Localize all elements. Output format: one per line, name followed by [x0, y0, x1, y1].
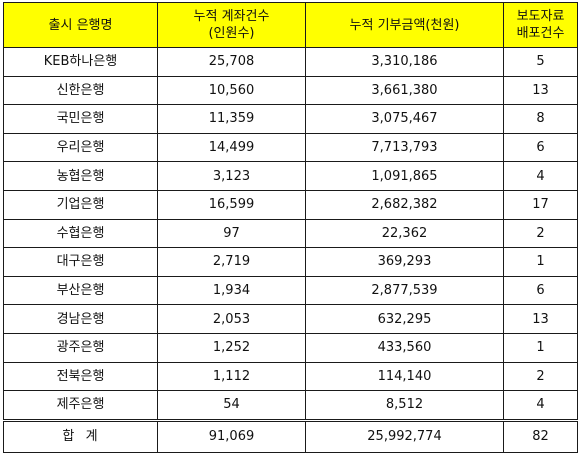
cell-press-release-count: 2	[503, 218, 578, 249]
table-row: 수협은행 97 22,362 2	[3, 218, 578, 249]
cell-account-count: 14,499	[157, 132, 306, 163]
cell-donation-amount: 369,293	[305, 247, 504, 277]
cell-press-release-count: 5	[503, 47, 578, 77]
table-header: 출시 은행명 누적 계좌건수 (인원수) 누적 기부금액(천원) 보도자료 배포…	[3, 2, 578, 48]
header-account-count-line-2: (인원수)	[208, 26, 255, 41]
cell-bank-name: 기업은행	[3, 189, 158, 220]
cell-donation-amount: 2,682,382	[305, 189, 504, 220]
table-row: 부산은행 1,934 2,877,539 6	[3, 275, 578, 306]
header-account-count: 누적 계좌건수 (인원수)	[157, 2, 306, 48]
table-row: 기업은행 16,599 2,682,382 17	[3, 189, 578, 220]
cell-bank-name: 광주은행	[3, 332, 158, 363]
header-press-release-count-line-2: 배포건수	[516, 26, 565, 41]
cell-bank-name: 경남은행	[3, 304, 158, 334]
table-row: 우리은행 14,499 7,713,793 6	[3, 132, 578, 163]
cell-account-count: 2,053	[157, 304, 306, 334]
cell-account-count: 2,719	[157, 247, 306, 277]
cell-donation-amount: 22,362	[305, 218, 504, 249]
table-row: 농협은행 3,123 1,091,865 4	[3, 161, 578, 191]
cell-account-count: 10,560	[157, 75, 306, 106]
header-account-count-line-1: 누적 계좌건수	[193, 9, 270, 24]
cell-bank-name: KEB하나은행	[3, 47, 158, 77]
cell-account-count: 11,359	[157, 104, 306, 134]
cell-donation-amount: 3,310,186	[305, 47, 504, 77]
cell-press-release-count: 1	[503, 332, 578, 363]
total-account-count: 91,069	[157, 418, 306, 453]
cell-press-release-count: 2	[503, 361, 578, 392]
cell-bank-name: 신한은행	[3, 75, 158, 106]
cell-press-release-count: 6	[503, 275, 578, 306]
cell-press-release-count: 17	[503, 189, 578, 220]
bank-donation-table-container: 출시 은행명 누적 계좌건수 (인원수) 누적 기부금액(천원) 보도자료 배포…	[3, 2, 578, 453]
cell-account-count: 16,599	[157, 189, 306, 220]
cell-account-count: 1,112	[157, 361, 306, 392]
total-label: 합 계	[3, 418, 158, 453]
header-row: 출시 은행명 누적 계좌건수 (인원수) 누적 기부금액(천원) 보도자료 배포…	[3, 2, 578, 48]
cell-press-release-count: 1	[503, 247, 578, 277]
cell-press-release-count: 4	[503, 161, 578, 191]
cell-bank-name: 국민은행	[3, 104, 158, 134]
cell-press-release-count: 6	[503, 132, 578, 163]
cell-donation-amount: 433,560	[305, 332, 504, 363]
table-row: KEB하나은행 25,708 3,310,186 5	[3, 47, 578, 77]
header-bank-name: 출시 은행명	[3, 2, 158, 48]
cell-bank-name: 전북은행	[3, 361, 158, 392]
cell-press-release-count: 13	[503, 75, 578, 106]
cell-donation-amount: 2,877,539	[305, 275, 504, 306]
cell-account-count: 1,934	[157, 275, 306, 306]
table-row: 전북은행 1,112 114,140 2	[3, 361, 578, 392]
bank-donation-table: 출시 은행명 누적 계좌건수 (인원수) 누적 기부금액(천원) 보도자료 배포…	[3, 2, 578, 453]
cell-press-release-count: 13	[503, 304, 578, 334]
total-press-release-count: 82	[503, 418, 578, 453]
header-donation-amount-line-1: 누적 기부금액(천원)	[349, 17, 460, 33]
cell-donation-amount: 3,075,467	[305, 104, 504, 134]
header-bank-name-line-1: 출시 은행명	[48, 17, 113, 33]
total-donation-amount: 25,992,774	[305, 418, 504, 453]
cell-donation-amount: 632,295	[305, 304, 504, 334]
table-row: 신한은행 10,560 3,661,380 13	[3, 75, 578, 106]
cell-press-release-count: 8	[503, 104, 578, 134]
cell-account-count: 54	[157, 390, 306, 421]
table-row: 대구은행 2,719 369,293 1	[3, 247, 578, 277]
cell-bank-name: 수협은행	[3, 218, 158, 249]
header-press-release-count: 보도자료 배포건수	[503, 2, 578, 48]
cell-account-count: 97	[157, 218, 306, 249]
header-donation-amount: 누적 기부금액(천원)	[305, 2, 504, 48]
table-row: 제주은행 54 8,512 4	[3, 390, 578, 421]
cell-bank-name: 부산은행	[3, 275, 158, 306]
table-body: KEB하나은행 25,708 3,310,186 5 신한은행 10,560 3…	[3, 47, 578, 453]
cell-press-release-count: 4	[503, 390, 578, 421]
cell-donation-amount: 114,140	[305, 361, 504, 392]
total-row: 합 계 91,069 25,992,774 82	[3, 418, 578, 453]
table-row: 국민은행 11,359 3,075,467 8	[3, 104, 578, 134]
cell-bank-name: 농협은행	[3, 161, 158, 191]
cell-donation-amount: 1,091,865	[305, 161, 504, 191]
table-row: 경남은행 2,053 632,295 13	[3, 304, 578, 334]
cell-account-count: 3,123	[157, 161, 306, 191]
cell-account-count: 25,708	[157, 47, 306, 77]
cell-bank-name: 우리은행	[3, 132, 158, 163]
cell-bank-name: 제주은행	[3, 390, 158, 421]
cell-donation-amount: 8,512	[305, 390, 504, 421]
table-row: 광주은행 1,252 433,560 1	[3, 332, 578, 363]
cell-bank-name: 대구은행	[3, 247, 158, 277]
header-press-release-count-line-1: 보도자료	[516, 9, 565, 24]
cell-donation-amount: 3,661,380	[305, 75, 504, 106]
cell-account-count: 1,252	[157, 332, 306, 363]
cell-donation-amount: 7,713,793	[305, 132, 504, 163]
